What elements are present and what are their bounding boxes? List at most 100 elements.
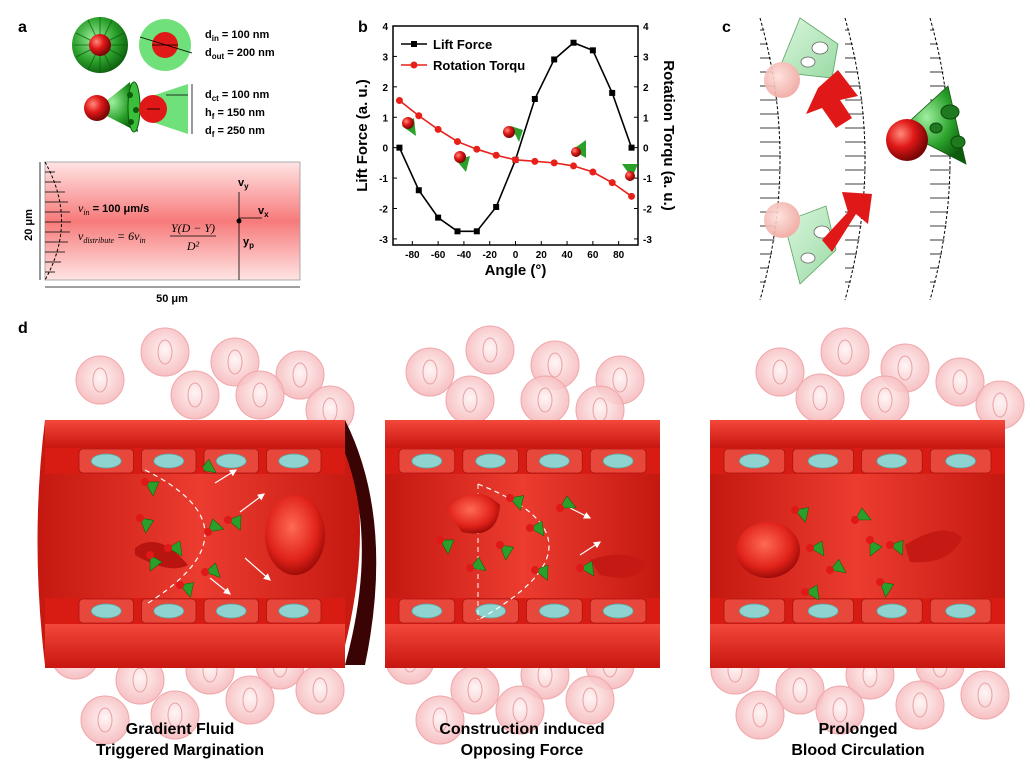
blood-cell-nucleus (227, 349, 243, 375)
panel-label-c: c (722, 19, 731, 36)
blood-cell (820, 327, 870, 377)
blood-cell (275, 350, 325, 400)
blood-cell-nucleus (612, 367, 628, 393)
flow-channel: 20 μm 50 μm vin = 100 μm/s vdistribute =… (23, 161, 301, 305)
caption-1-line2: Triggered Margination (96, 742, 264, 759)
dct-label: dct = 100 nm (205, 89, 270, 103)
blood-cell (150, 690, 200, 740)
flow-profile-1 (759, 17, 781, 301)
ghost-particle-top (764, 17, 839, 98)
y-axis-label: Lift Force (a. u.) (354, 79, 371, 192)
data-point (531, 96, 538, 102)
vin-eq: vin = 100 μm/s (78, 201, 149, 217)
vy-label: vy (238, 177, 249, 191)
blood-cell-nucleus (772, 359, 788, 385)
legend-marker (411, 41, 417, 47)
data-point (493, 203, 500, 210)
data-point (454, 228, 461, 235)
y2-tick-label: 3 (643, 52, 649, 63)
cone-particle-3d (84, 81, 141, 133)
nanoparticle (136, 514, 155, 534)
data-point (396, 144, 403, 151)
arrow-bottom (822, 192, 872, 252)
y-tick-label: 2 (382, 83, 388, 94)
panel-b: b -3 -3 -2 -2 -1 -1 0 0 1 1 2 2 3 3 4 4 -80 -60 -40 -20 0 20 4… (354, 19, 677, 279)
endothelial-nucleus (90, 453, 122, 469)
vdist-eq: vdistribute = 6vin (78, 229, 146, 245)
data-point (551, 56, 558, 63)
legend-label: Rotation Torqu (433, 58, 525, 73)
blood-cell-nucleus (482, 337, 498, 363)
sphere-cross-section (139, 19, 193, 71)
endothelial-nucleus (153, 453, 185, 469)
data-point (492, 151, 500, 159)
data-point (434, 125, 442, 133)
endothelial-nucleus (738, 453, 770, 469)
nanoparticle (826, 558, 847, 574)
nanoparticle (531, 564, 549, 581)
endothelial-nucleus (215, 453, 247, 469)
vessel-2 (385, 420, 660, 668)
blood-cell (235, 370, 285, 420)
nanoparticle (224, 514, 242, 531)
blood-cell-nucleus (512, 697, 528, 723)
endothelial-nucleus (411, 603, 443, 619)
blood-cell-nucleus (832, 697, 848, 723)
x-tick-label: -80 (405, 250, 420, 261)
endothelial-nucleus (807, 453, 839, 469)
nanoparticle (851, 507, 872, 524)
panel-label-b: b (358, 19, 368, 36)
nanoparticle (436, 536, 455, 555)
blood-cell-nucleus (812, 385, 828, 411)
blood-cell (80, 695, 130, 745)
endothelial-nucleus (807, 603, 839, 619)
rbc-side-2 (590, 554, 645, 579)
panel-a: a din = 100 nm dout = 200 nm (18, 17, 301, 305)
channel-height: 20 μm (23, 209, 35, 241)
data-point (570, 39, 577, 46)
panel-d: d (18, 320, 1025, 759)
endothelial-nucleus (738, 603, 770, 619)
nanoparticle (886, 539, 904, 556)
endothelial-nucleus (475, 603, 507, 619)
blood-cell-nucleus (877, 387, 893, 413)
din-label: din = 100 nm (205, 29, 270, 43)
blood-cell-nucleus (837, 339, 853, 365)
ghost-particle-bottom (764, 202, 837, 285)
series-line-1 (398, 99, 633, 197)
data-point (589, 47, 596, 54)
blood-cell (895, 680, 945, 730)
panel-label-d: d (18, 320, 28, 337)
endothelial-nucleus (602, 453, 634, 469)
blood-cell (295, 665, 345, 715)
data-point (550, 159, 558, 167)
endothelial-nucleus (876, 603, 908, 619)
nanoparticle (876, 578, 895, 598)
blood-cell (405, 347, 455, 397)
endothelial-nucleus (90, 603, 122, 619)
data-point (415, 187, 422, 194)
x-axis-label: Angle (°) (485, 262, 547, 279)
endothelial-nucleus (411, 453, 443, 469)
y-tick-label: -1 (379, 174, 388, 185)
rbc-disc (265, 495, 325, 575)
orientation-icons (402, 117, 638, 181)
blood-cell-nucleus (252, 382, 268, 408)
blood-cell (565, 675, 615, 725)
nanoparticle (496, 541, 515, 561)
data-point (609, 89, 616, 96)
nanoparticle (196, 458, 217, 474)
y-tick-label: 1 (382, 113, 388, 124)
blood-cell-nucleus (312, 677, 328, 703)
blood-cell-nucleus (292, 362, 308, 388)
blood-cell-nucleus (432, 707, 448, 733)
y-tick-label: 0 (382, 144, 388, 155)
channel-width: 50 μm (156, 293, 188, 305)
dout-label: dout = 200 nm (205, 47, 275, 61)
blood-cell-nucleus (422, 359, 438, 385)
endothelial-nucleus (876, 453, 908, 469)
blood-cell-nucleus (977, 682, 993, 708)
blood-cell-nucleus (92, 367, 108, 393)
vessel-3 (710, 420, 1005, 668)
nanoparticle (556, 495, 577, 512)
